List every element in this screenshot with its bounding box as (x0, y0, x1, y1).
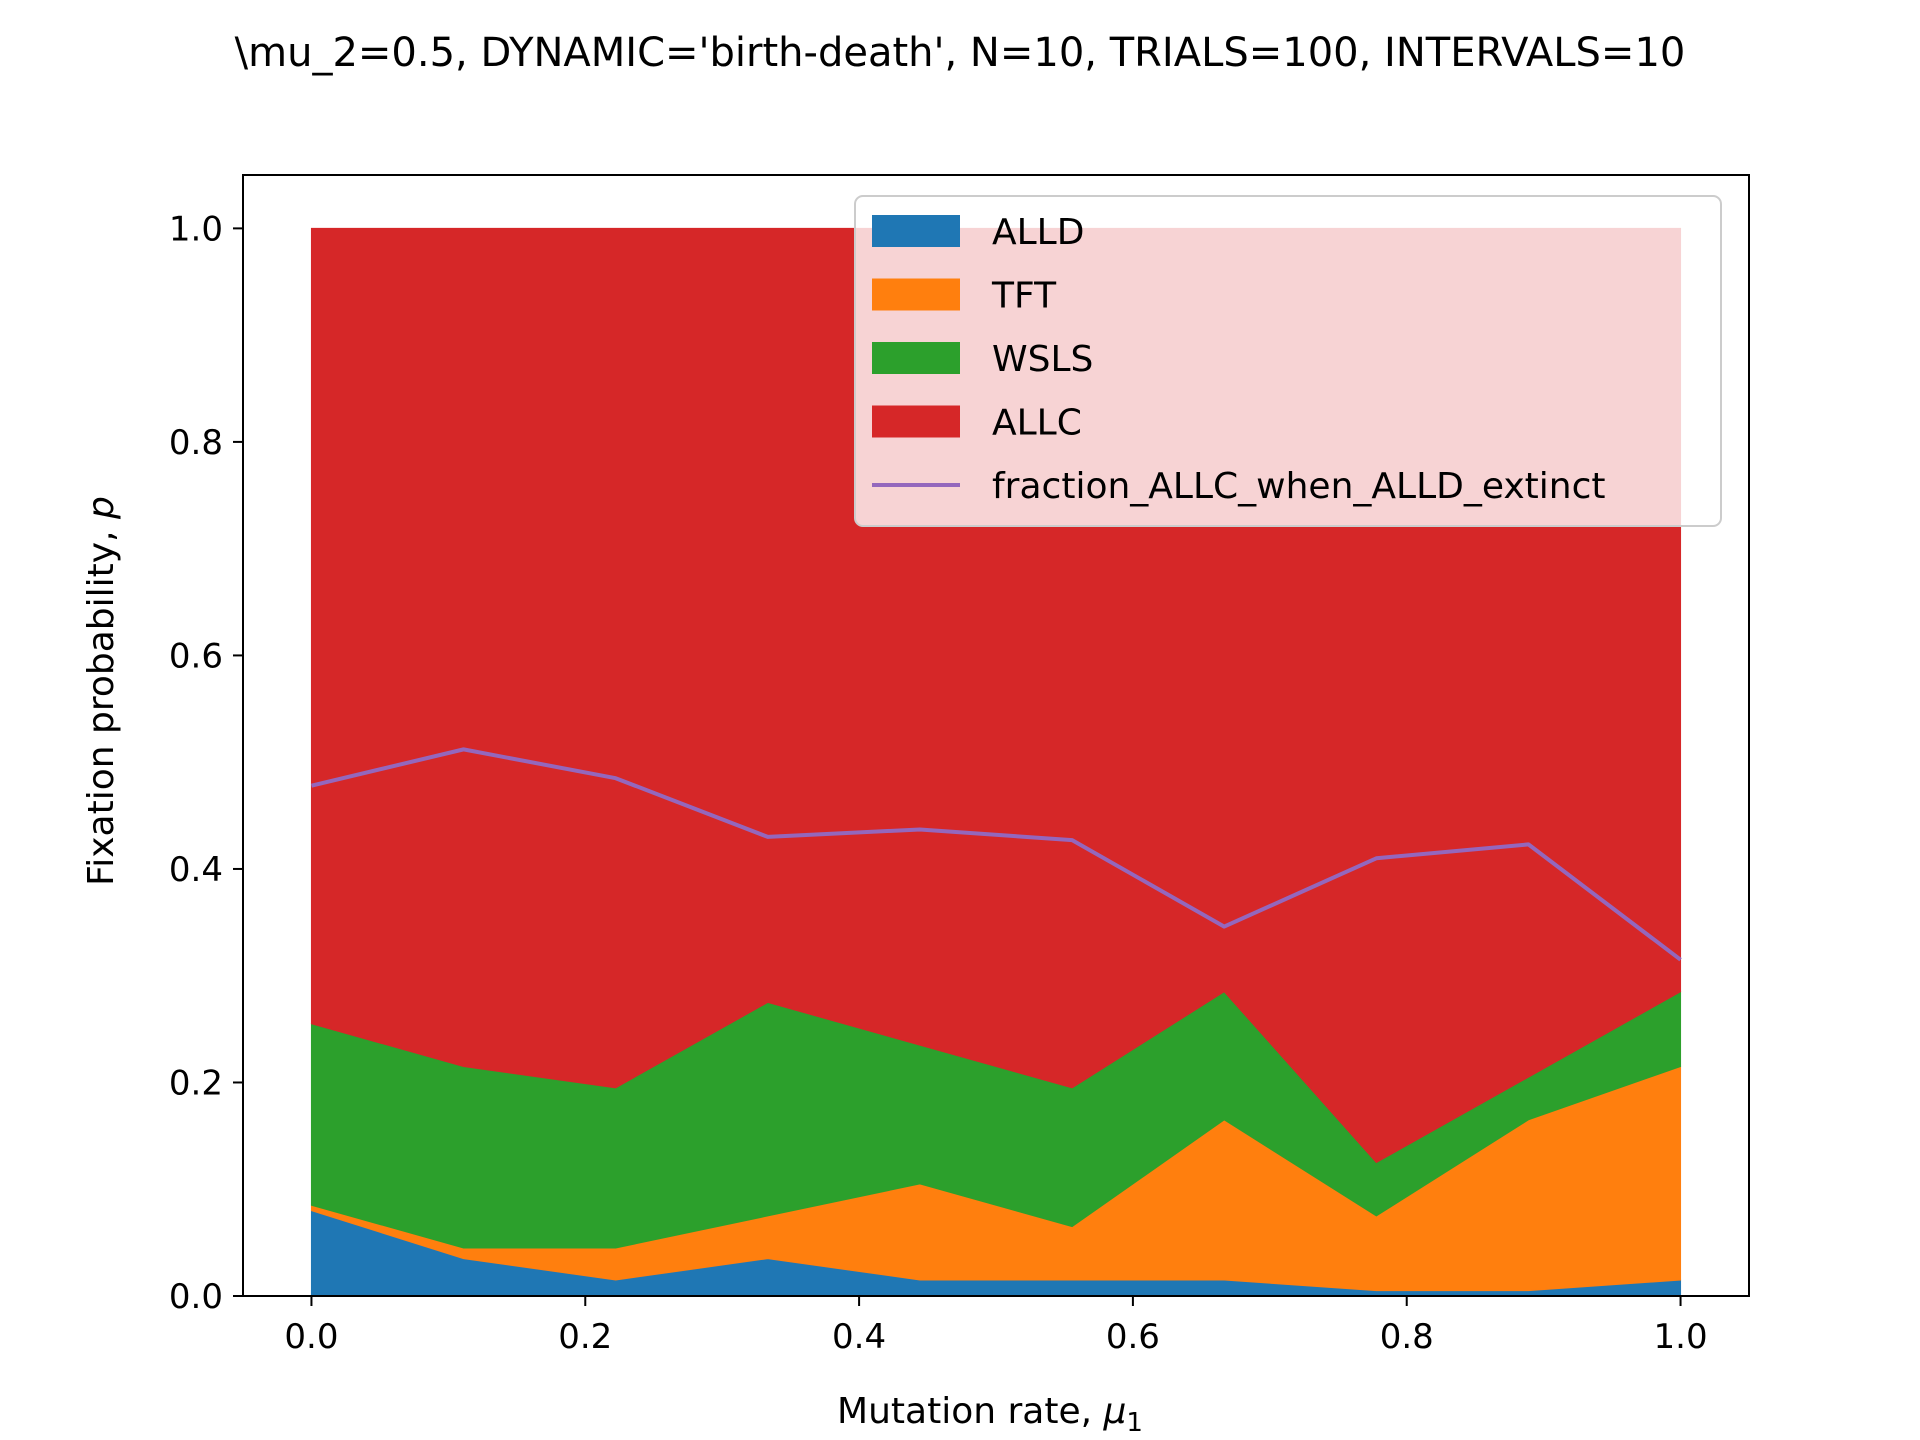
legend-swatch-allc (872, 405, 960, 438)
line-fraction-allc-when-alld-extinct (310, 747, 1682, 962)
plot-frame (242, 174, 1750, 1297)
legend: ALLD TFT WSLS ALLC fraction_ALLC_when_ALLD_e… (854, 195, 1722, 527)
x-axis-label-symbol: μ (1103, 1391, 1127, 1432)
y-axis-label-symbol: p (81, 496, 122, 520)
x-tick-label: 0.8 (1380, 1317, 1434, 1357)
y-tick-label: 0.4 (169, 850, 223, 890)
x-tick-label: 0.0 (284, 1317, 338, 1357)
legend-swatch-alld (872, 215, 960, 247)
y-axis-ticks: 0.0 0.2 0.4 0.6 0.8 1.0 (169, 209, 243, 1317)
legend-label-tft: TFT (991, 276, 1057, 317)
line-series (310, 747, 1682, 962)
legend-box (854, 195, 1722, 527)
y-axis-label: Fixation probability, p (81, 496, 122, 886)
x-tick-label: 0.2 (558, 1317, 612, 1357)
y-tick-label: 1.0 (169, 209, 223, 249)
chart-title: \mu_2=0.5, DYNAMIC='birth-death', N=10, … (235, 30, 1686, 76)
y-tick-label: 0.0 (169, 1277, 223, 1317)
x-axis-label-subscript: 1 (1126, 1408, 1143, 1438)
y-tick-label: 0.8 (169, 423, 223, 463)
y-axis-label-text: Fixation probability, (81, 519, 122, 886)
y-tick-label: 0.6 (169, 636, 223, 676)
legend-label-fraction-allc-when-alld-extinct: fraction_ALLC_when_ALLD_extinct (992, 466, 1606, 507)
x-tick-label: 0.4 (832, 1317, 886, 1357)
x-axis-label-text: Mutation rate, (837, 1391, 1103, 1432)
legend-label-wsls: WSLS (992, 339, 1093, 380)
legend-label-alld: ALLD (992, 212, 1084, 253)
x-axis-label: Mutation rate, μ1 (837, 1391, 1143, 1438)
x-tick-label: 1.0 (1654, 1317, 1708, 1357)
legend-swatch-wsls (872, 342, 960, 374)
x-tick-label: 0.6 (1106, 1317, 1160, 1357)
x-axis-ticks: 0.0 0.2 0.4 0.6 0.8 1.0 (284, 1296, 1708, 1357)
legend-label-allc: ALLC (992, 403, 1082, 444)
y-tick-label: 0.2 (169, 1063, 223, 1103)
legend-swatch-tft (872, 278, 960, 311)
